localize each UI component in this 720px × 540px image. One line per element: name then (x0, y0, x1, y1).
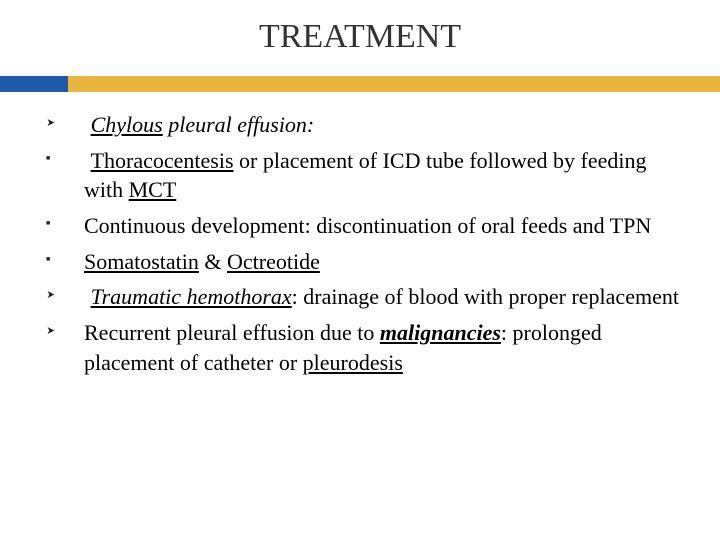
list-item: Continuous development: discontinuation … (40, 211, 680, 241)
list-item: Traumatic hemothorax: drainage of blood … (40, 282, 680, 312)
square-bullet-icon (40, 211, 84, 236)
accent-bar-left (0, 76, 68, 92)
arrow-bullet-icon (40, 318, 84, 343)
square-bullet-icon (40, 146, 84, 171)
list-item: Somatostatin & Octreotide (40, 247, 680, 277)
list-item-text: Continuous development: discontinuation … (84, 211, 680, 241)
list-item: Recurrent pleural effusion due to malign… (40, 318, 680, 377)
list-item-text: Traumatic hemothorax: drainage of blood … (84, 282, 680, 312)
slide: TREATMENT Chylous pleural effusion: Thora… (0, 0, 720, 540)
list-item: Thoracocentesis or placement of ICD tube… (40, 146, 680, 205)
list-item-text: Thoracocentesis or placement of ICD tube… (84, 146, 680, 205)
list-item-text: Recurrent pleural effusion due to malign… (84, 318, 680, 377)
slide-title: TREATMENT (0, 0, 720, 56)
arrow-bullet-icon (40, 282, 84, 307)
accent-bar-right (68, 76, 720, 92)
square-bullet-icon (40, 247, 84, 272)
arrow-bullet-icon (40, 110, 84, 135)
list-item-text: Somatostatin & Octreotide (84, 247, 680, 277)
accent-bar (0, 76, 720, 92)
list-item-text: Chylous pleural effusion: (84, 110, 680, 140)
list-item: Chylous pleural effusion: (40, 110, 680, 140)
content-list: Chylous pleural effusion: Thoracocentesis… (40, 110, 680, 384)
